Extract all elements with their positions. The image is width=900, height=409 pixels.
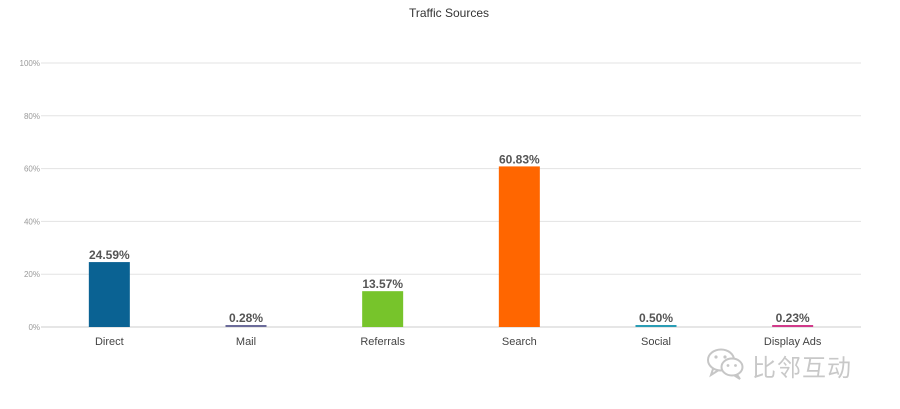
data-label: 60.83% xyxy=(499,152,540,166)
data-label: 13.57% xyxy=(362,277,403,291)
bar-referrals xyxy=(362,291,404,327)
wechat-icon xyxy=(706,346,746,385)
data-labels: 24.59% 0.28% 13.57% 60.83% 0.50% 0.23% xyxy=(89,152,810,325)
data-label: 0.50% xyxy=(639,311,673,325)
data-label: 24.59% xyxy=(89,248,130,262)
y-tick-label: 80% xyxy=(24,112,40,121)
x-tick-label: Display Ads xyxy=(764,336,822,348)
x-tick-label: Referrals xyxy=(360,336,405,348)
x-tick-label: Direct xyxy=(95,336,124,348)
data-label: 0.23% xyxy=(776,311,810,325)
y-tick-label: 100% xyxy=(20,59,40,68)
y-tick-label: 0% xyxy=(28,323,40,332)
x-tick-label: Social xyxy=(641,336,671,348)
bar-direct xyxy=(88,262,130,327)
data-label: 0.28% xyxy=(229,311,263,325)
watermark: 比邻互动 xyxy=(706,346,852,385)
gridlines xyxy=(41,62,861,328)
bar-search xyxy=(498,166,540,327)
x-tick-label: Mail xyxy=(236,336,256,348)
bar-social xyxy=(635,325,677,327)
y-tick-label: 20% xyxy=(24,270,40,279)
y-axis-ticks: 0% 20% 40% 60% 80% 100% xyxy=(20,59,40,332)
y-tick-label: 40% xyxy=(24,217,40,226)
bar-mail xyxy=(225,325,267,327)
bars xyxy=(88,166,814,327)
watermark-text: 比邻互动 xyxy=(752,354,852,382)
x-axis-ticks: Direct Mail Referrals Search Social Display A… xyxy=(95,336,822,348)
bar-display-ads xyxy=(772,325,814,327)
x-tick-label: Search xyxy=(502,336,537,348)
chart-title: Traffic Sources xyxy=(409,6,489,20)
y-tick-label: 60% xyxy=(24,165,40,174)
